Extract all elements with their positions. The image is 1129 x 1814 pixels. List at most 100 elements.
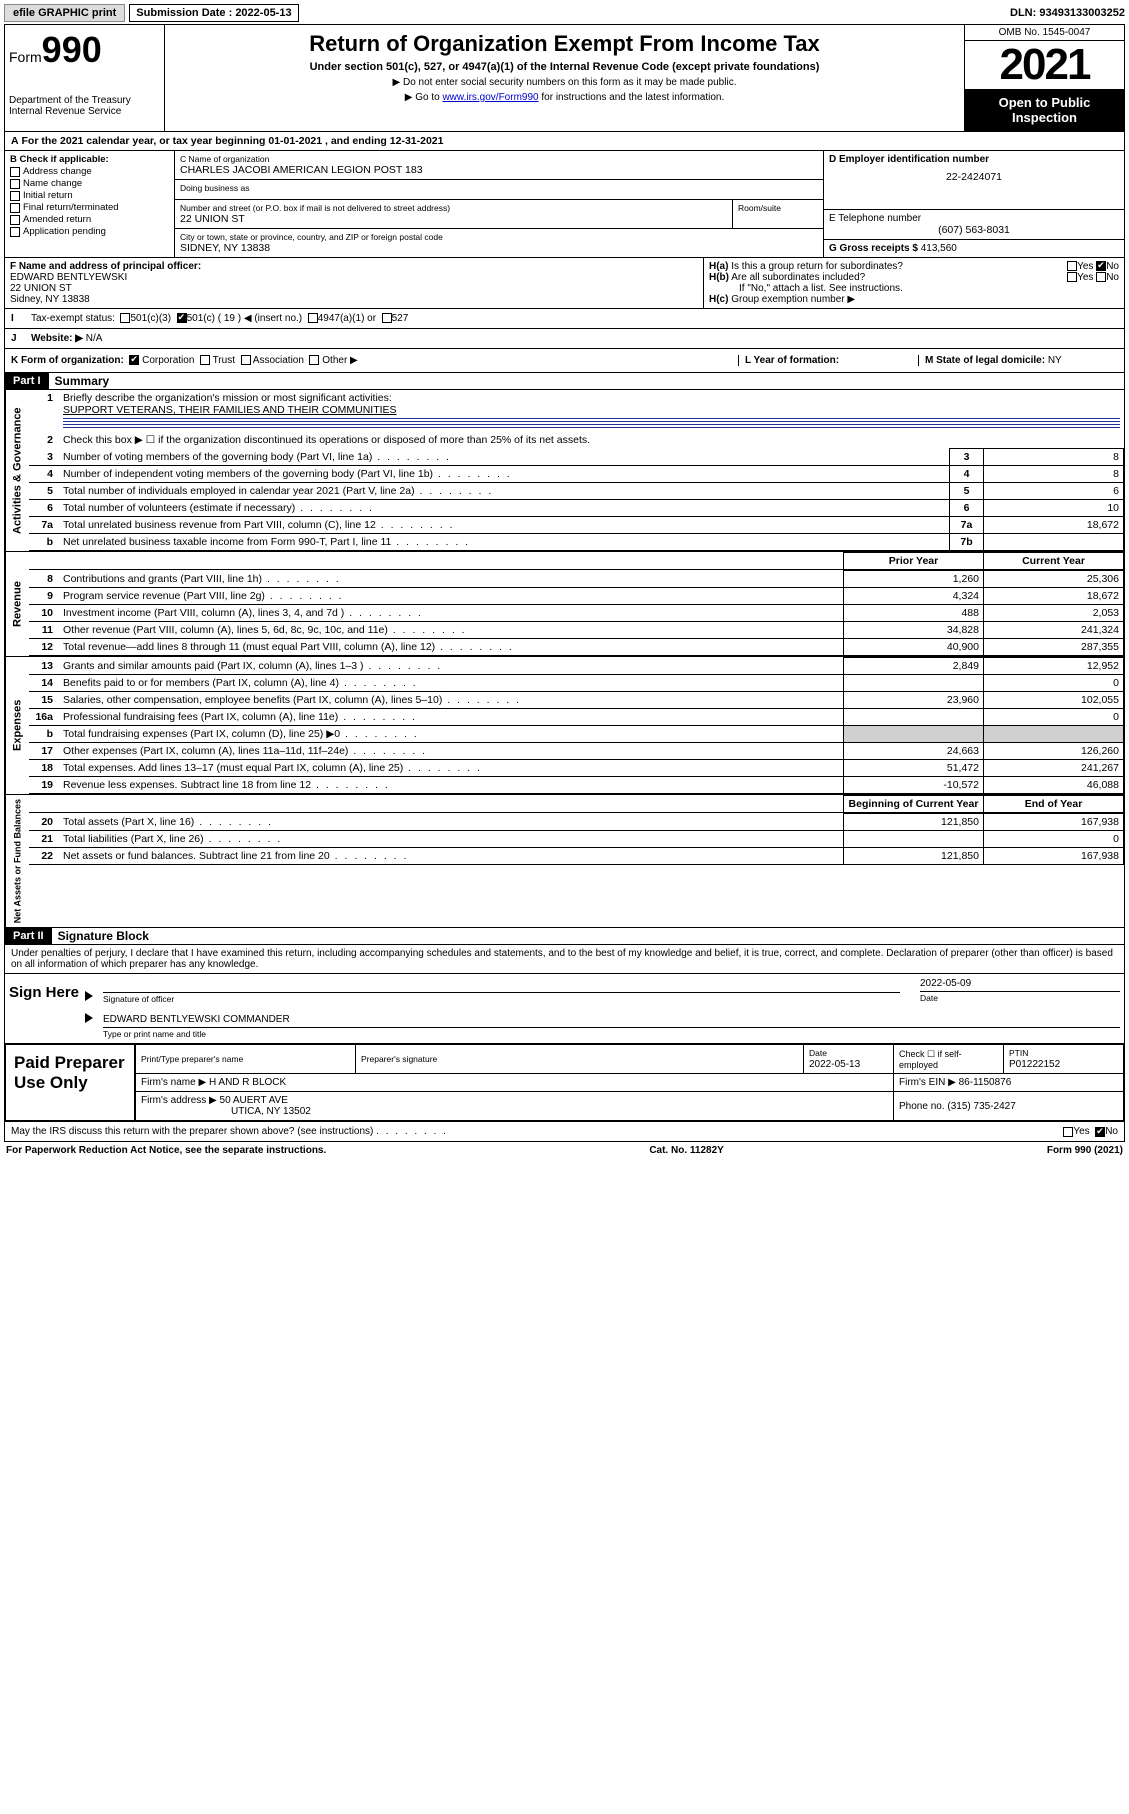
cb-other[interactable] (309, 355, 319, 365)
cb-ha-no[interactable] (1096, 261, 1106, 271)
section-k-l-m: K Form of organization: Corporation Trus… (5, 349, 1124, 373)
expenses-block: Expenses 13Grants and similar amounts pa… (5, 657, 1124, 795)
officer-printed-name: EDWARD BENTLYEWSKI COMMANDER (103, 1014, 1120, 1025)
hb-note: If "No," attach a list. See instructions… (709, 283, 1119, 294)
part-i-badge: Part I (5, 373, 49, 389)
page-footer: For Paperwork Reduction Act Notice, see … (4, 1142, 1125, 1159)
cb-amended[interactable] (10, 215, 20, 225)
summary-row: 10Investment income (Part VIII, column (… (29, 605, 1124, 622)
hdr-begin-year: Beginning of Current Year (844, 796, 984, 813)
open-inspection: Open to Public Inspection (965, 89, 1124, 131)
cb-4947[interactable] (308, 313, 318, 323)
summary-row: 17Other expenses (Part IX, column (A), l… (29, 743, 1124, 760)
firm-addr1: 50 AUERT AVE (220, 1095, 288, 1106)
room-label: Room/suite (738, 203, 818, 213)
cb-corp[interactable] (129, 355, 139, 365)
ptin-label: PTIN (1009, 1048, 1028, 1058)
part-ii-title: Signature Block (58, 929, 149, 943)
org-name: CHARLES JACOBI AMERICAN LEGION POST 183 (180, 164, 818, 176)
sig-date-val: 2022-05-09 (920, 978, 1120, 989)
taxyear-end: 12-31-2021 (390, 135, 444, 147)
f-label: F Name and address of principal officer: (10, 261, 698, 272)
firm-name-val: H AND R BLOCK (209, 1077, 286, 1088)
street-label: Number and street (or P.O. box if mail i… (180, 203, 727, 213)
form-prefix: Form (9, 49, 42, 65)
sig-date-label: Date (920, 991, 1120, 1003)
section-b: B Check if applicable: Address change Na… (5, 151, 175, 257)
officer-street: 22 UNION ST (10, 283, 698, 294)
cb-discuss-yes[interactable] (1063, 1127, 1073, 1137)
summary-row: 16aProfessional fundraising fees (Part I… (29, 709, 1124, 726)
cb-trust[interactable] (200, 355, 210, 365)
firm-addr2: UTICA, NY 13502 (231, 1106, 311, 1117)
e-phone-label: E Telephone number (829, 213, 1119, 224)
cb-final-return[interactable] (10, 203, 20, 213)
cb-name-change[interactable] (10, 179, 20, 189)
section-a-taxyear: A For the 2021 calendar year, or tax yea… (5, 132, 1124, 151)
discuss-label: May the IRS discuss this return with the… (11, 1126, 373, 1137)
officer-name: EDWARD BENTLYEWSKI (10, 272, 698, 283)
vert-net-assets: Net Assets or Fund Balances (5, 795, 29, 927)
efile-print-button[interactable]: efile GRAPHIC print (4, 4, 125, 22)
cb-app-pending[interactable] (10, 227, 20, 237)
cb-501c3[interactable] (120, 313, 130, 323)
form-title: Return of Organization Exempt From Incom… (171, 31, 958, 57)
vert-expenses: Expenses (5, 657, 29, 794)
cb-initial-return[interactable] (10, 191, 20, 201)
omb-number: OMB No. 1545-0047 (965, 25, 1124, 41)
opt-527: 527 (392, 313, 409, 324)
m-val: NY (1048, 355, 1062, 366)
prep-date-val: 2022-05-13 (809, 1059, 860, 1070)
opt-501c: 501(c) ( 19 ) ◀ (insert no.) (187, 313, 303, 324)
dln: DLN: 93493133003252 (1010, 7, 1125, 19)
form-container: Form990 Department of the Treasury Inter… (4, 24, 1125, 1142)
phone-value: (607) 563-8031 (829, 224, 1119, 236)
firm-phone-val: (315) 735-2427 (947, 1101, 1015, 1112)
taxyear-begin: 01-01-2021 (268, 135, 322, 147)
part-i-header: Part I Summary (5, 373, 1124, 390)
cb-501c[interactable] (177, 313, 187, 323)
ssn-warning: ▶ Do not enter social security numbers o… (171, 77, 958, 88)
self-employed-check: Check ☐ if self-employed (894, 1045, 1004, 1074)
part-i-title: Summary (55, 374, 110, 388)
top-bar: efile GRAPHIC print Submission Date : 20… (4, 4, 1125, 22)
officer-city: Sidney, NY 13838 (10, 294, 698, 305)
summary-row: 14Benefits paid to or for members (Part … (29, 675, 1124, 692)
cb-527[interactable] (382, 313, 392, 323)
section-i-tax-status: I Tax-exempt status: 501(c)(3) 501(c) ( … (5, 309, 1124, 329)
cb-hb-yes[interactable] (1067, 272, 1077, 282)
firm-ein-val: 86-1150876 (959, 1077, 1012, 1088)
summary-row: 11Other revenue (Part VIII, column (A), … (29, 622, 1124, 639)
section-j-website: J Website: ▶ N/A (5, 329, 1124, 349)
lbl-app-pending: Application pending (23, 226, 106, 237)
g-gross-label: G Gross receipts $ (829, 243, 918, 254)
lbl-name-change: Name change (23, 178, 82, 189)
opt-501c3: 501(c)(3) (130, 313, 171, 324)
cb-hb-no[interactable] (1096, 272, 1106, 282)
summary-row: 15Salaries, other compensation, employee… (29, 692, 1124, 709)
lbl-amended: Amended return (23, 214, 91, 225)
net-assets-block: Net Assets or Fund Balances Beginning of… (5, 795, 1124, 928)
c-name-label: C Name of organization (180, 154, 818, 164)
instructions-link-line: ▶ Go to www.irs.gov/Form990 for instruct… (171, 92, 958, 103)
lbl-final-return: Final return/terminated (23, 202, 119, 213)
officer-name-label: Type or print name and title (103, 1027, 1120, 1039)
summary-row: bNet unrelated business taxable income f… (29, 534, 1124, 551)
cb-ha-yes[interactable] (1067, 261, 1077, 271)
cb-discuss-no[interactable] (1095, 1127, 1105, 1137)
prep-sig-label: Preparer's signature (361, 1054, 437, 1064)
cb-address-change[interactable] (10, 167, 20, 177)
k-label: K Form of organization: (11, 355, 124, 366)
irs-link[interactable]: www.irs.gov/Form990 (442, 92, 538, 103)
summary-row: 20Total assets (Part X, line 16)121,8501… (29, 814, 1124, 831)
cb-assoc[interactable] (241, 355, 251, 365)
summary-row: 4Number of independent voting members of… (29, 466, 1124, 483)
sign-here-row: Sign Here Signature of officer 2022-05-0… (5, 974, 1124, 1044)
section-b-to-g: B Check if applicable: Address change Na… (5, 151, 1124, 258)
summary-row: 13Grants and similar amounts paid (Part … (29, 658, 1124, 675)
arrow-icon (85, 991, 93, 1001)
tax-year: 2021 (965, 41, 1124, 89)
prep-date-label: Date (809, 1048, 827, 1058)
k-corp: Corporation (142, 355, 194, 366)
firm-name-label: Firm's name ▶ (141, 1077, 206, 1088)
